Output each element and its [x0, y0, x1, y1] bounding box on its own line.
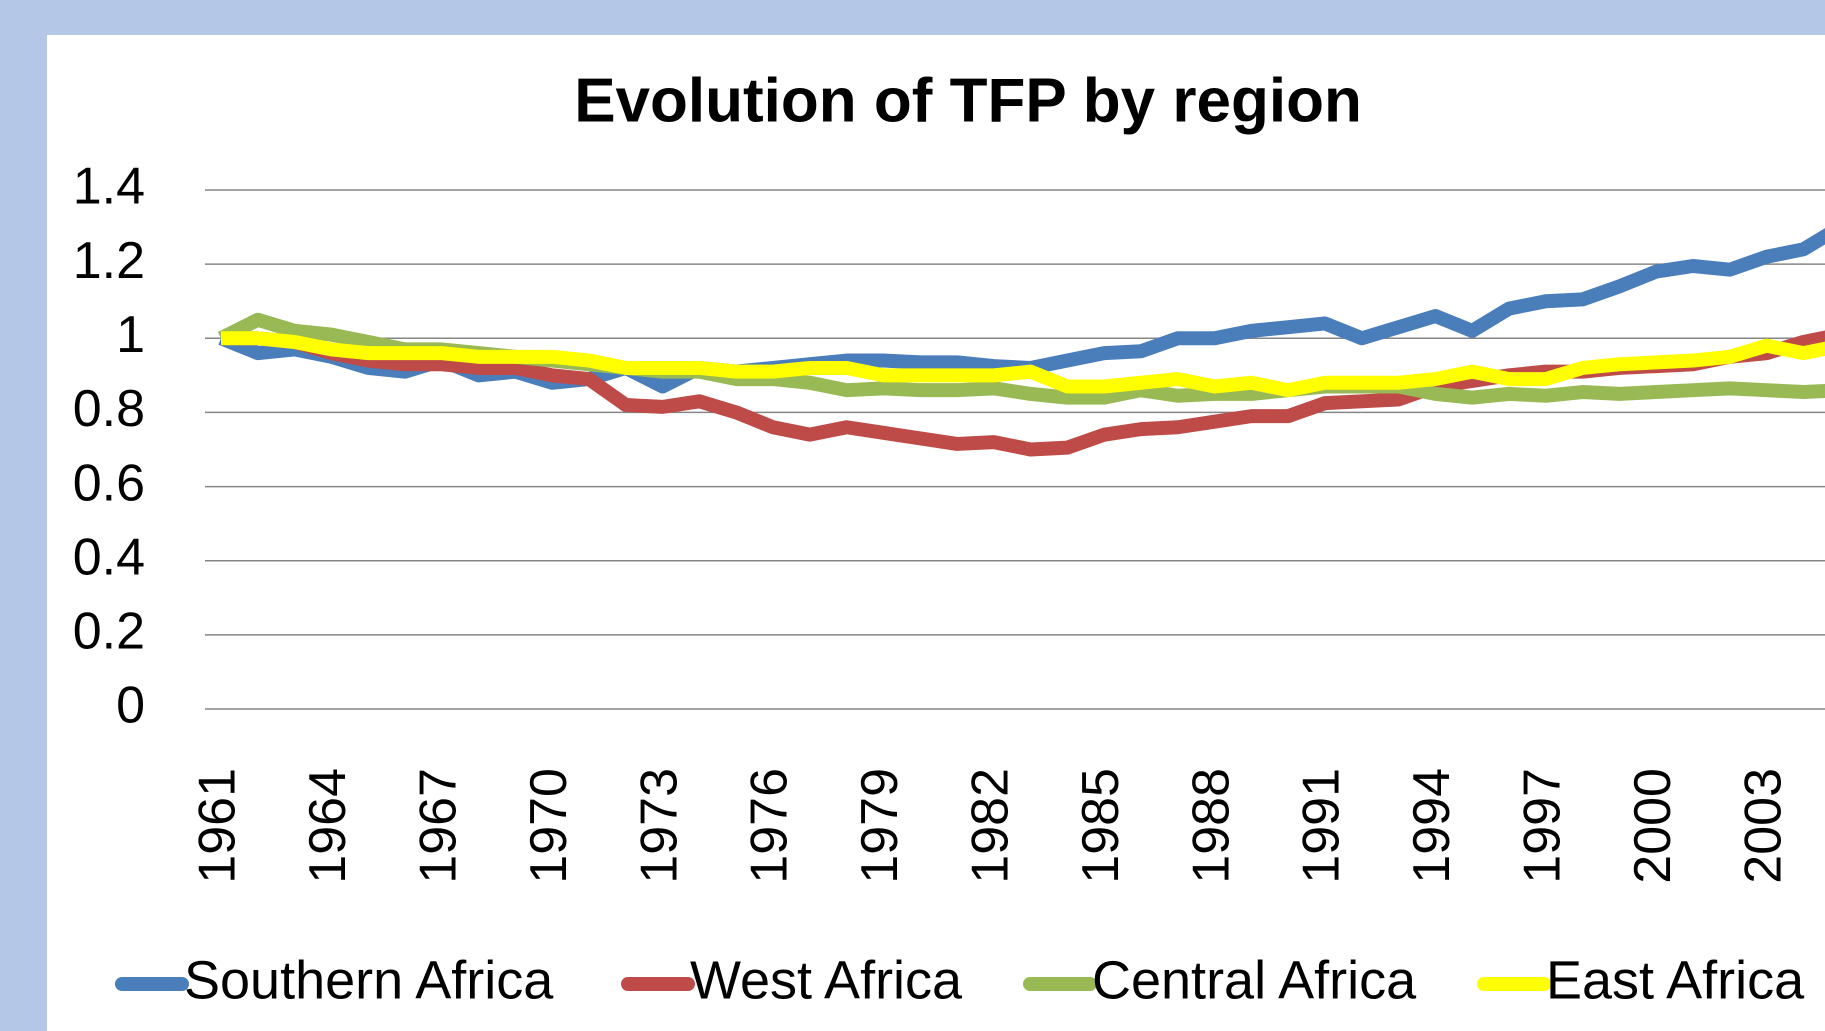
y-tick-label: 1.4: [73, 158, 145, 216]
x-tick-label: 1994: [1403, 768, 1461, 884]
x-tick-label: 1973: [630, 768, 688, 884]
legend-label: Southern Africa: [184, 950, 554, 1010]
y-tick-label: 0.6: [73, 454, 145, 512]
x-tick-label: 1997: [1514, 768, 1572, 884]
y-tick-label: 0.8: [73, 380, 145, 438]
x-tick-label: 1979: [851, 768, 909, 884]
legend-label: East Africa: [1546, 950, 1805, 1010]
chart-title: Evolution of TFP by region: [574, 66, 1362, 135]
y-tick-label: 1: [116, 306, 145, 364]
series-line: [221, 331, 1825, 398]
x-tick-label: 1970: [520, 768, 578, 884]
legend-label: Central Africa: [1092, 950, 1417, 1010]
chart-panel: [47, 35, 1825, 1031]
x-tick-label: 1976: [741, 768, 799, 884]
y-tick-label: 0.2: [73, 603, 145, 661]
x-tick-label: 1967: [410, 768, 468, 884]
x-tick-label: 1961: [189, 768, 247, 884]
x-tick-label: 1985: [1072, 768, 1130, 884]
x-tick-label: 1991: [1293, 768, 1351, 884]
x-tick-label: 2000: [1624, 768, 1682, 884]
legend-label: West Africa: [690, 950, 963, 1010]
x-tick-label: 1988: [1182, 768, 1240, 884]
y-tick-label: 0.4: [73, 528, 145, 586]
x-tick-label: 1982: [962, 768, 1020, 884]
y-tick-label: 0: [116, 677, 145, 735]
y-tick-label: 1.2: [73, 232, 145, 290]
x-tick-label: 2003: [1734, 768, 1792, 884]
x-tick-label: 1964: [299, 768, 357, 884]
